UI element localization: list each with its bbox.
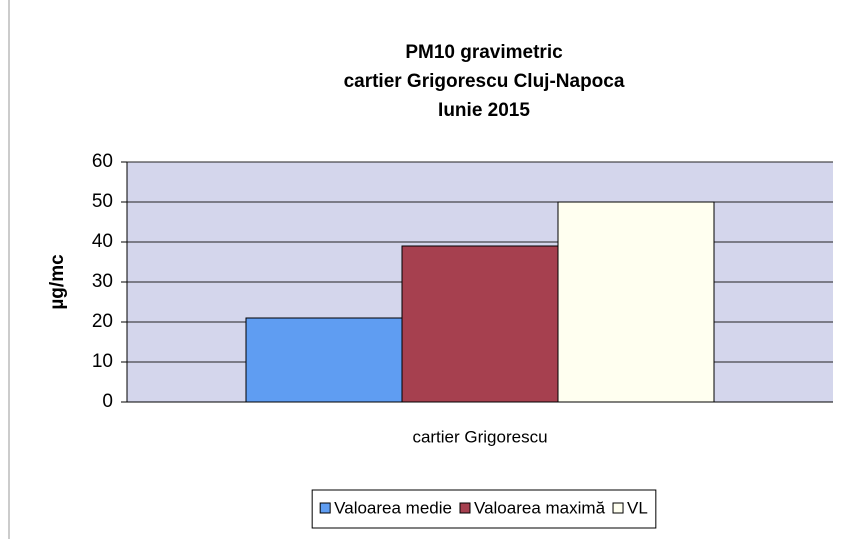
y-tick-label: 40 (92, 231, 113, 252)
y-tick-label: 0 (102, 391, 113, 412)
legend-label: Valoarea medie (334, 498, 452, 517)
legend-swatch (612, 502, 624, 514)
chart-title: PM10 gravimetric (405, 42, 563, 63)
chart-title: Iunie 2015 (438, 100, 530, 121)
legend-label: VL (627, 498, 648, 517)
y-tick-label: 60 (92, 151, 113, 172)
legend: Valoarea medie Valoarea maximă VL (311, 489, 657, 529)
legend-swatch (319, 502, 331, 514)
bar (557, 201, 715, 403)
legend-label: Valoarea maximă (474, 498, 606, 517)
x-tick-label: cartier Grigorescu (412, 427, 547, 446)
chart-title: cartier Grigorescu Cluj-Napoca (344, 71, 625, 92)
legend-box (311, 489, 657, 529)
y-tick-label: 50 (92, 191, 113, 212)
y-tick-label: 10 (92, 351, 113, 372)
y-tick-label: 30 (92, 271, 113, 292)
y-tick-label: 20 (92, 311, 113, 332)
bar (245, 317, 403, 403)
y-axis-label: µg/mc (47, 254, 68, 310)
bar (401, 245, 559, 403)
legend-swatch (459, 502, 471, 514)
